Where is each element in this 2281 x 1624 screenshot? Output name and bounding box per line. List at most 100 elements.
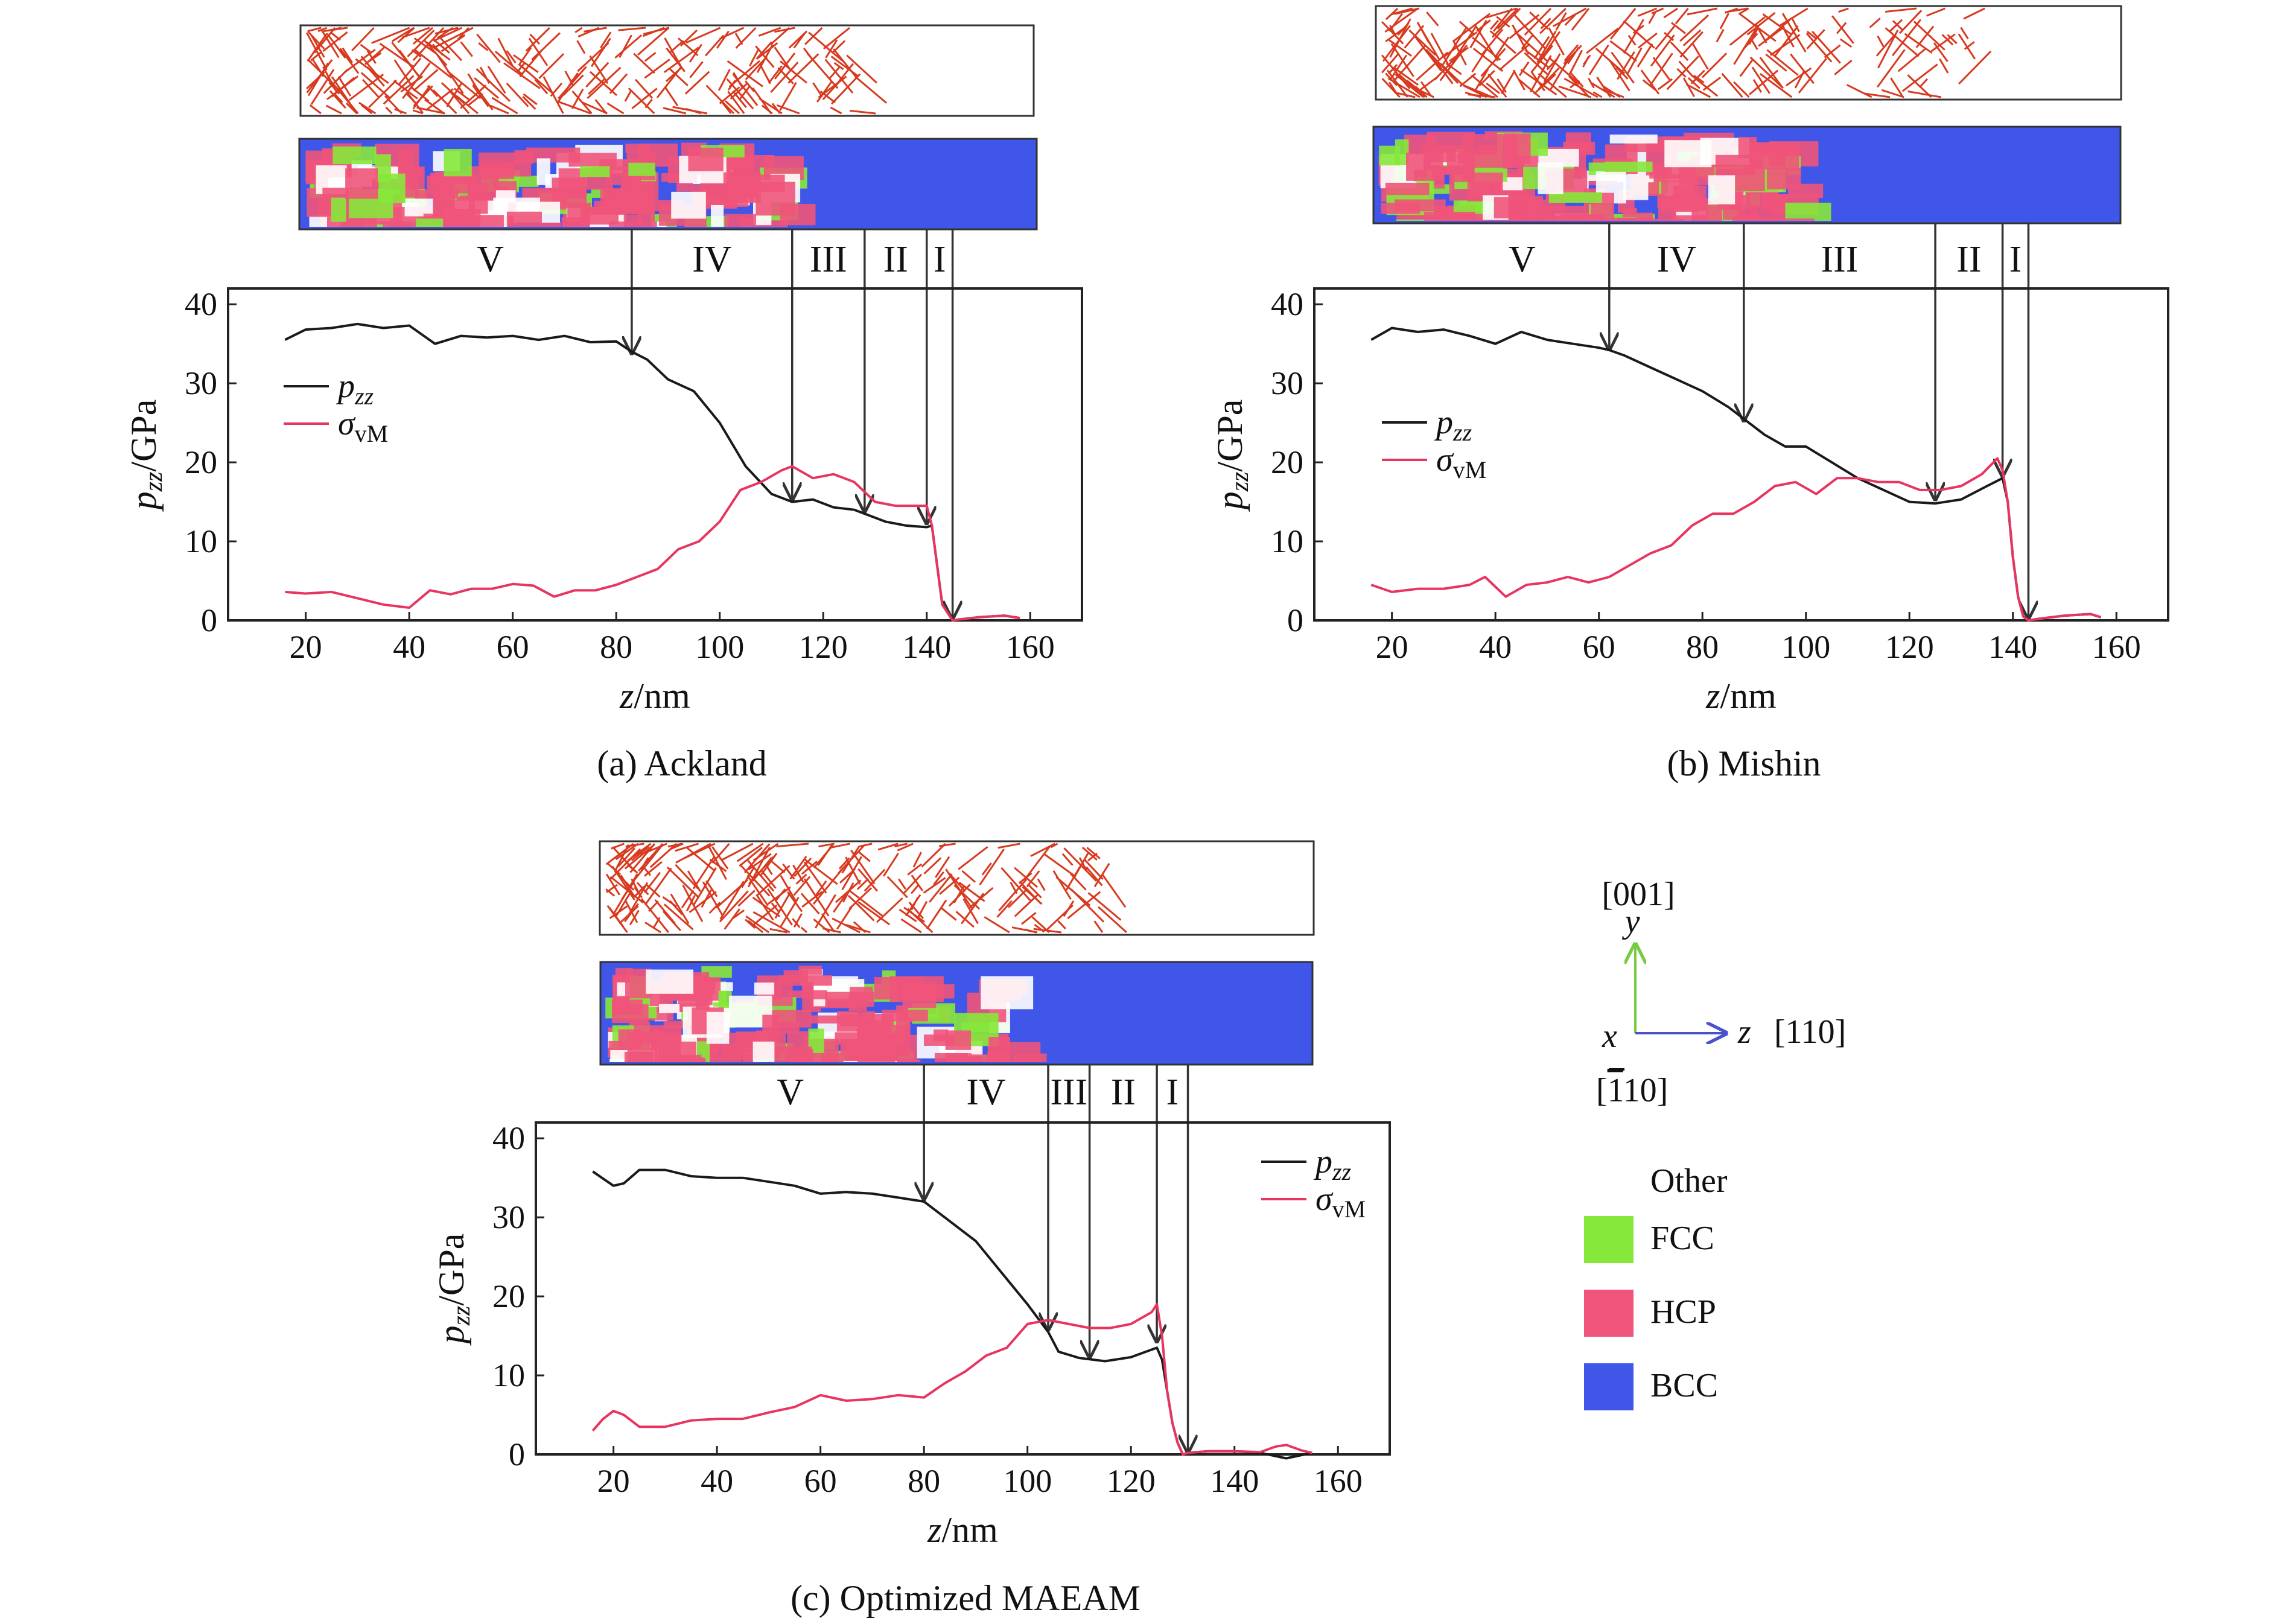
dislocation-segment bbox=[1063, 847, 1097, 882]
x-tick-label: 160 bbox=[1006, 629, 1055, 665]
structure-patch bbox=[1503, 136, 1517, 169]
dislocation-segment bbox=[803, 861, 827, 894]
dislocation-segment bbox=[756, 41, 773, 60]
region-label: III bbox=[1821, 239, 1858, 280]
dislocation-segment bbox=[1386, 69, 1408, 98]
dislocation-segment bbox=[1389, 25, 1397, 37]
dislocation-segment bbox=[1480, 48, 1506, 77]
dislocation-segment bbox=[550, 82, 563, 97]
legend-label: σvM bbox=[1436, 441, 1486, 483]
dislocation-segment bbox=[1733, 81, 1750, 98]
z-axis-label: z bbox=[1737, 1013, 1751, 1051]
panel-c: V IV III II I 20 40 60 80 100 120 140 160010203040z… bbox=[431, 840, 1391, 1618]
structure-patch bbox=[1385, 182, 1430, 196]
structure-patch bbox=[444, 148, 472, 177]
dislocation-segment bbox=[1877, 35, 1885, 47]
dislocation-segment bbox=[1790, 16, 1800, 33]
dislocation-segment bbox=[1098, 906, 1127, 934]
dislocation-segment bbox=[1052, 870, 1072, 900]
dislocation-segment bbox=[877, 842, 899, 851]
dislocation-segment bbox=[425, 88, 454, 112]
dislocation-segment bbox=[735, 27, 757, 49]
dislocation-segment bbox=[1786, 67, 1812, 87]
x-axis-label: x bbox=[1602, 1017, 1617, 1055]
dislocation-segment bbox=[1913, 21, 1945, 51]
dislocation-segment bbox=[756, 42, 778, 60]
dislocation-segment bbox=[590, 37, 611, 68]
dislocation-segment bbox=[331, 77, 355, 98]
x-tick-label: 140 bbox=[902, 629, 951, 665]
dislocation-segment bbox=[939, 842, 956, 847]
dislocation-segment bbox=[307, 31, 325, 50]
legend-label: σvM bbox=[338, 405, 388, 447]
panel-c-plot: 20 40 60 80 100 120 140 160 0 10 20 30 40 z/nm pzz/GPa… bbox=[431, 1120, 1391, 1550]
dislocation-segment bbox=[768, 65, 783, 84]
dislocation-segment bbox=[589, 55, 609, 84]
dislocation-segment bbox=[1774, 25, 1799, 57]
dislocation-segment bbox=[808, 31, 845, 63]
dislocation-segment bbox=[1770, 34, 1801, 56]
dislocation-segment bbox=[894, 842, 908, 848]
structure-patch bbox=[754, 982, 775, 995]
dislocation-segment bbox=[361, 78, 380, 98]
region-label: V bbox=[477, 239, 504, 280]
dislocation-segment bbox=[1778, 7, 1809, 27]
dislocation-segment bbox=[940, 906, 957, 921]
y-axis-label: pzz/GPa bbox=[124, 400, 168, 512]
dislocation-segment bbox=[816, 80, 833, 103]
dislocation-segment bbox=[812, 82, 823, 97]
dislocation-segment bbox=[1806, 30, 1818, 40]
dislocation-segment bbox=[606, 905, 628, 933]
y-axis-label: pzz/GPa bbox=[1210, 400, 1254, 512]
y-tick-label: 30 bbox=[185, 365, 217, 401]
dislocation-segment bbox=[689, 43, 702, 63]
dislocation-segment bbox=[1692, 75, 1719, 97]
dislocation-segment bbox=[317, 27, 328, 33]
x-tick-label: 120 bbox=[799, 629, 848, 665]
dislocation-segment bbox=[1027, 883, 1042, 899]
structure-patch bbox=[1406, 152, 1443, 181]
dislocation-segment bbox=[460, 41, 474, 57]
dislocation-segment bbox=[1419, 75, 1439, 91]
dislocation-segment bbox=[1759, 57, 1783, 88]
dislocation-segment bbox=[1055, 876, 1091, 906]
dislocation-segment bbox=[523, 93, 538, 106]
dislocation-segment bbox=[923, 877, 946, 894]
structure-patch bbox=[415, 189, 459, 199]
dislocation-segment bbox=[686, 895, 696, 911]
dislocation-segment bbox=[1571, 8, 1590, 31]
dislocation-segment bbox=[1765, 53, 1787, 72]
panel-c-caption: (c) Optimized MAEAM bbox=[791, 1578, 1140, 1618]
dislocation-segment bbox=[726, 78, 754, 110]
dislocation-segment bbox=[529, 33, 541, 45]
dislocation-segment bbox=[337, 75, 352, 97]
x-tick-label: 100 bbox=[1781, 629, 1830, 665]
dislocation-segment bbox=[1420, 81, 1431, 96]
legend-label: σvM bbox=[1315, 1180, 1366, 1223]
region-label: III bbox=[810, 239, 847, 280]
dislocation-segment bbox=[856, 878, 869, 890]
dislocation-segment bbox=[732, 73, 759, 106]
dislocation-segment bbox=[774, 888, 786, 902]
structure-patch bbox=[821, 1053, 850, 1062]
dislocation-segment bbox=[1018, 872, 1032, 884]
dislocation-segment bbox=[681, 890, 695, 909]
dislocation-segment bbox=[1933, 42, 1949, 62]
structure-patch bbox=[624, 1051, 654, 1062]
structure-patch bbox=[1560, 214, 1605, 221]
structure-patch bbox=[479, 152, 532, 177]
dislocation-segment bbox=[1474, 24, 1499, 62]
panel-a-caption: (a) Ackland bbox=[597, 744, 767, 783]
structure-legend-title: Other bbox=[1650, 1162, 1728, 1200]
dislocation-segment bbox=[1497, 78, 1507, 93]
dislocation-segment bbox=[705, 880, 718, 897]
dislocation-segment bbox=[1670, 41, 1689, 62]
dislocation-segment bbox=[1030, 842, 1055, 858]
dislocation-segment bbox=[615, 842, 639, 861]
x-direction-label: [110] bbox=[1596, 1072, 1668, 1109]
dislocation-segment bbox=[1093, 920, 1104, 933]
dislocation-segment bbox=[1524, 52, 1548, 75]
dislocation-segment bbox=[1014, 894, 1039, 917]
dislocation-segment bbox=[1889, 19, 1903, 33]
